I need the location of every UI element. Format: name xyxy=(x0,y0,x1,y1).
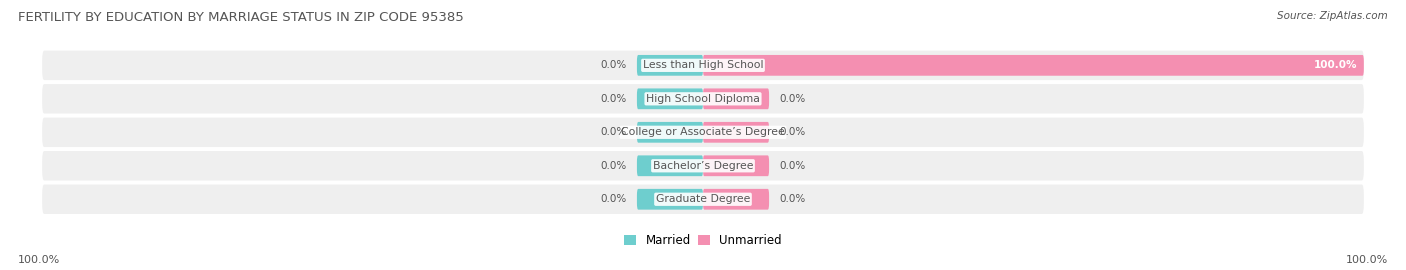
Text: 100.0%: 100.0% xyxy=(18,255,60,265)
Text: 0.0%: 0.0% xyxy=(779,161,806,171)
Text: 100.0%: 100.0% xyxy=(1313,60,1357,70)
Text: Less than High School: Less than High School xyxy=(643,60,763,70)
FancyBboxPatch shape xyxy=(637,156,703,176)
FancyBboxPatch shape xyxy=(703,89,769,109)
Text: 0.0%: 0.0% xyxy=(779,127,806,137)
FancyBboxPatch shape xyxy=(637,189,703,210)
Text: 0.0%: 0.0% xyxy=(600,94,627,104)
Text: 0.0%: 0.0% xyxy=(600,127,627,137)
FancyBboxPatch shape xyxy=(42,84,1364,114)
FancyBboxPatch shape xyxy=(637,55,703,76)
Text: College or Associate’s Degree: College or Associate’s Degree xyxy=(621,127,785,137)
FancyBboxPatch shape xyxy=(42,151,1364,181)
FancyBboxPatch shape xyxy=(637,122,703,143)
Text: 0.0%: 0.0% xyxy=(600,161,627,171)
Text: 0.0%: 0.0% xyxy=(600,194,627,204)
FancyBboxPatch shape xyxy=(703,156,769,176)
Text: 0.0%: 0.0% xyxy=(779,194,806,204)
Text: 0.0%: 0.0% xyxy=(600,60,627,70)
FancyBboxPatch shape xyxy=(42,184,1364,214)
Text: Source: ZipAtlas.com: Source: ZipAtlas.com xyxy=(1277,11,1388,21)
Legend: Married, Unmarried: Married, Unmarried xyxy=(624,234,782,247)
Text: High School Diploma: High School Diploma xyxy=(647,94,759,104)
Text: Graduate Degree: Graduate Degree xyxy=(655,194,751,204)
Text: 100.0%: 100.0% xyxy=(1346,255,1388,265)
FancyBboxPatch shape xyxy=(703,189,769,210)
Text: Bachelor’s Degree: Bachelor’s Degree xyxy=(652,161,754,171)
FancyBboxPatch shape xyxy=(637,89,703,109)
FancyBboxPatch shape xyxy=(703,122,769,143)
FancyBboxPatch shape xyxy=(703,55,1364,76)
FancyBboxPatch shape xyxy=(42,50,1364,80)
Text: 0.0%: 0.0% xyxy=(779,94,806,104)
Text: FERTILITY BY EDUCATION BY MARRIAGE STATUS IN ZIP CODE 95385: FERTILITY BY EDUCATION BY MARRIAGE STATU… xyxy=(18,11,464,24)
FancyBboxPatch shape xyxy=(42,117,1364,147)
